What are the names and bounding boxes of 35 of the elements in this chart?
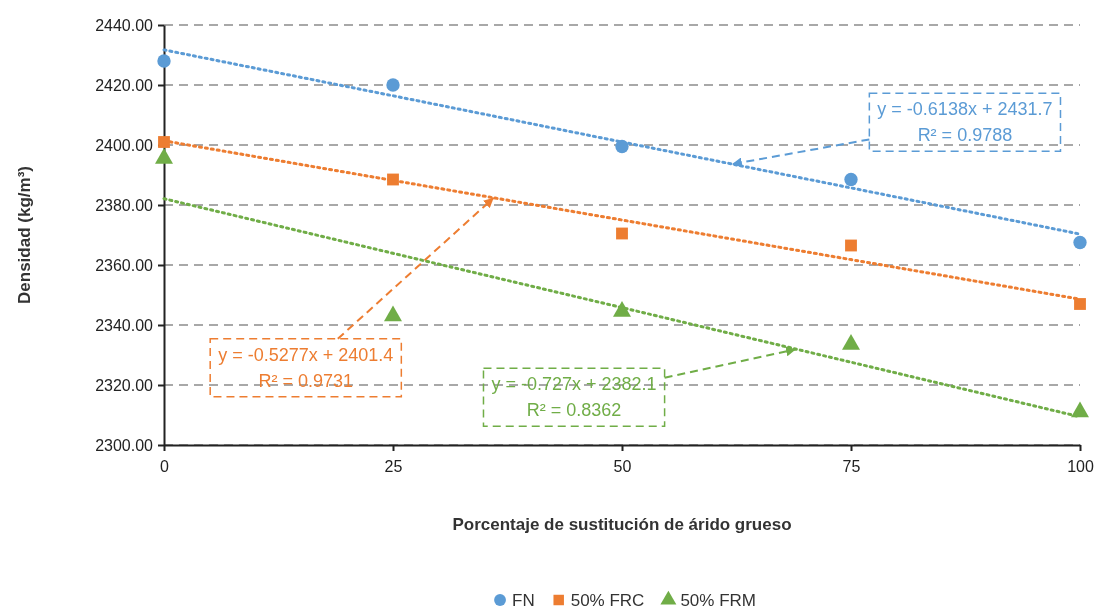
- y-tick-label: 2360.00: [95, 256, 154, 274]
- annotation: y = -0.727x + 2382.1 R² = 0.8362: [491, 374, 657, 421]
- annotation: y = -0.6138x + 2431.7 R² = 0.9788: [877, 99, 1053, 146]
- y-axis-title: Densidad (kg/m³): [15, 166, 34, 304]
- x-tick-label: 0: [160, 457, 170, 475]
- point: [387, 173, 399, 186]
- legend-label: 50% FRM: [680, 591, 756, 610]
- legend-label: 50% FRC: [570, 591, 645, 610]
- annotation: y = -0.5277x + 2401.4 R² = 0.9731: [218, 344, 394, 391]
- x-axis-title: Porcentaje de sustitución de árido grueso: [452, 515, 792, 534]
- x-tick-label: 75: [842, 457, 861, 475]
- y-tick-label: 2420.00: [95, 76, 154, 94]
- point: [844, 172, 858, 187]
- point: [157, 54, 171, 68]
- y-tick-label: 2400.00: [95, 136, 154, 154]
- x-tick-label: 25: [384, 457, 403, 475]
- point: [616, 227, 628, 240]
- point: [613, 301, 631, 317]
- y-tick-label: 2380.00: [95, 196, 154, 214]
- legend-label: FN: [512, 591, 535, 610]
- point: [386, 78, 400, 92]
- x-tick-label: 100: [1067, 457, 1094, 475]
- y-tick-label: 2340.00: [95, 316, 154, 334]
- y-tick-label: 2320.00: [95, 376, 154, 394]
- point: [845, 239, 857, 252]
- point: [1071, 401, 1089, 418]
- point: [384, 305, 402, 322]
- point: [1073, 235, 1087, 250]
- y-tick-label: 2300.00: [95, 436, 154, 454]
- x-tick-label: 50: [613, 457, 632, 475]
- point: [842, 334, 860, 350]
- point: [615, 139, 629, 154]
- point: [158, 136, 170, 148]
- y-tick-label: 2440.00: [95, 16, 154, 34]
- point: [1074, 298, 1086, 310]
